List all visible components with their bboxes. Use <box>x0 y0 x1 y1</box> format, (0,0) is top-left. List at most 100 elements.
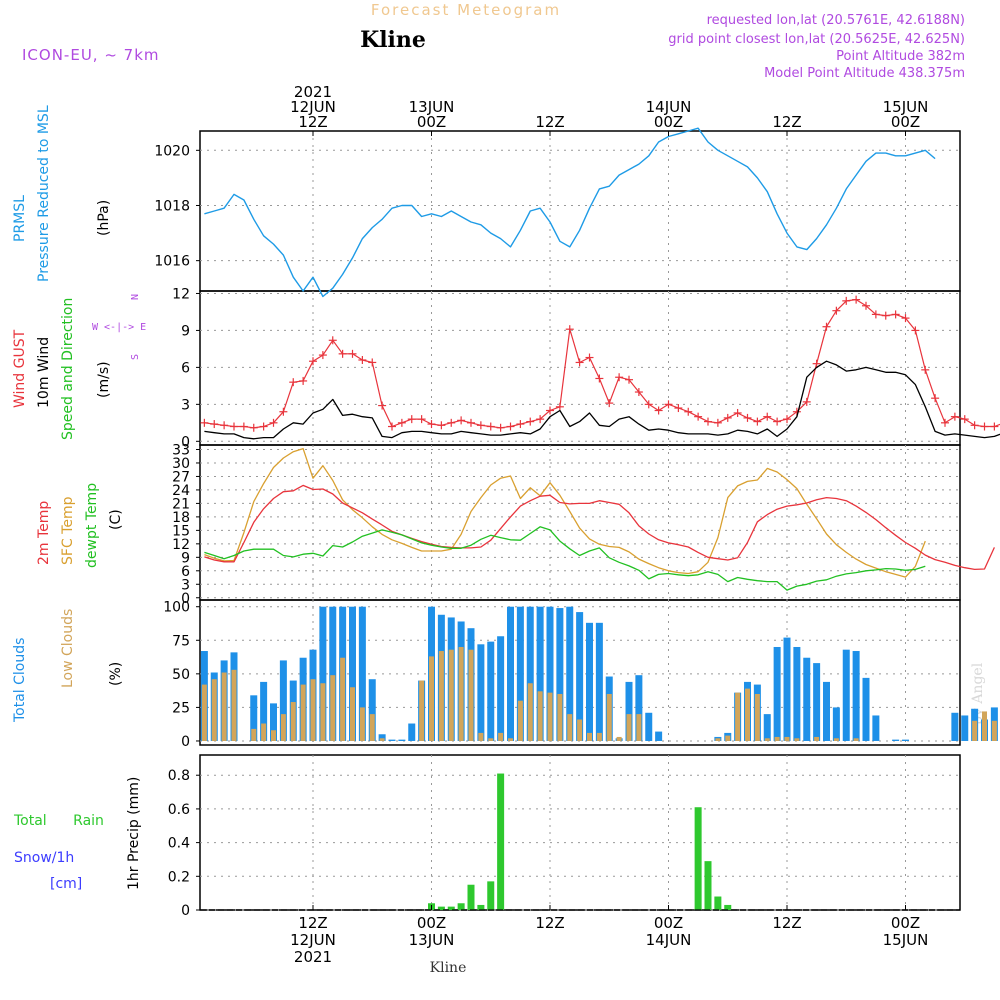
rain-bar <box>694 807 702 910</box>
time-label-top: 13JUN <box>409 98 455 116</box>
wind-gust-marker <box>328 336 337 345</box>
total-clouds-bar <box>408 723 416 741</box>
low-clouds-bar <box>636 714 642 741</box>
rain-bar <box>704 861 712 910</box>
wind-gust-marker <box>467 418 475 427</box>
wind-gust-marker <box>664 400 673 409</box>
total-clouds-bar <box>813 663 821 741</box>
y-tick-label: 12 <box>172 286 190 302</box>
low-clouds-bar <box>784 736 790 741</box>
wind-gust-marker <box>437 421 446 430</box>
wind-gust-marker <box>921 365 930 374</box>
time-label-top: 12Z <box>772 113 801 131</box>
total-clouds-bar <box>250 695 258 741</box>
low-clouds-bar <box>527 683 533 741</box>
total-clouds-bar <box>270 703 277 741</box>
wind-gust-marker <box>506 422 515 431</box>
low-clouds-bar <box>448 649 454 741</box>
wind-gust-marker <box>457 416 466 425</box>
wind-gust-marker <box>575 358 584 367</box>
time-label-bottom: 2021 <box>294 948 332 966</box>
wind-gust-marker <box>526 417 535 426</box>
wind-gust-marker <box>546 406 554 415</box>
wind-gust-marker <box>733 408 742 417</box>
total-clouds-bar <box>625 681 633 741</box>
total-clouds-bar <box>576 612 584 741</box>
low-clouds-bar <box>853 738 859 741</box>
wind-gust-marker <box>684 407 693 416</box>
wind-label-gust: Wind GUST <box>12 329 28 408</box>
wind-gust-marker <box>970 421 979 430</box>
model-label: ICON-EU, ~ 7km <box>22 46 160 64</box>
y-tick-label: 9 <box>181 550 190 566</box>
low-clouds-bar <box>290 702 296 741</box>
low-clouds-bar <box>350 687 355 741</box>
wind-gust-marker <box>407 415 416 424</box>
wind-gust-marker <box>269 418 278 427</box>
total-clouds-bar <box>556 608 564 741</box>
time-label-top: 2021 <box>294 83 332 101</box>
y-tick-label: 0 <box>181 591 190 607</box>
wind-gust-marker <box>427 420 436 429</box>
wind-gust-marker <box>338 349 347 358</box>
low-clouds-bar <box>794 738 800 741</box>
wind-gust-marker <box>644 400 653 409</box>
wind-gust-marker <box>259 422 268 431</box>
time-label-bottom: 13JUN <box>409 931 455 949</box>
total-clouds-bar <box>635 675 643 741</box>
low-clouds-bar <box>211 679 217 741</box>
total-clouds-bar <box>852 651 860 741</box>
temp-label-dewpt: dewpt Temp <box>84 483 100 568</box>
y-tick-label: 0.2 <box>168 869 190 885</box>
time-label-bottom: 12JUN <box>290 931 336 949</box>
total-clouds-bar <box>477 644 485 741</box>
wind-gust-marker <box>348 349 357 358</box>
time-label-top: 14JUN <box>646 98 692 116</box>
wind-gust-marker <box>694 412 703 421</box>
low-clouds-bar <box>616 736 622 741</box>
precip-unit: 1hr Precip (mm) <box>126 777 142 890</box>
rain-bar <box>447 906 455 910</box>
y-tick-label: 0 <box>181 734 190 750</box>
wind-gust-marker <box>842 296 851 305</box>
low-clouds-bar <box>982 711 987 741</box>
rain-bar <box>457 903 465 910</box>
clouds-label-low: Low Clouds <box>60 609 76 688</box>
grid-point-coords: grid point closest lon,lat (20.5625E, 42… <box>668 32 965 47</box>
wind-gust-marker <box>713 418 722 427</box>
low-clouds-bar <box>833 738 839 741</box>
wind-gust-marker <box>990 422 999 431</box>
rain-bar <box>477 904 485 910</box>
y-tick-label: 100 <box>163 600 190 616</box>
wind-gust-marker <box>388 422 396 431</box>
y-tick-label: 0.4 <box>168 836 190 852</box>
low-clouds-bar <box>340 657 346 741</box>
low-clouds-bar <box>438 651 444 741</box>
total-clouds-bar <box>842 649 850 741</box>
wind-gust-marker <box>536 415 545 424</box>
low-clouds-bar <box>280 714 286 741</box>
y-tick-label: 27 <box>172 469 190 485</box>
wind-gust-marker <box>309 357 317 366</box>
wind-gust-marker <box>852 295 861 304</box>
wind-gust-marker <box>802 397 811 406</box>
pressure-label-prmsl: PRMSL <box>12 195 28 242</box>
clouds-panel-frame <box>199 599 961 746</box>
wind-compass: N W <-|-> E S <box>92 294 146 360</box>
low-clouds-bar <box>735 692 741 741</box>
total-clouds-bar <box>763 714 771 741</box>
y-tick-label: 21 <box>172 496 190 512</box>
total-clouds-bar <box>902 739 909 741</box>
low-clouds-bar <box>419 680 425 741</box>
precip-label-cm: [cm] <box>50 876 82 892</box>
wind-gust-marker <box>980 422 989 431</box>
wind-gust-marker <box>239 422 248 431</box>
total-clouds-bar <box>951 712 959 741</box>
wind-gust-marker <box>911 326 920 335</box>
low-clouds-bar <box>508 738 513 741</box>
wind-gust-marker <box>249 423 258 432</box>
wind-gust-marker <box>516 420 525 429</box>
pressure-series-line <box>204 127 936 298</box>
wind-gust-marker <box>476 421 485 430</box>
